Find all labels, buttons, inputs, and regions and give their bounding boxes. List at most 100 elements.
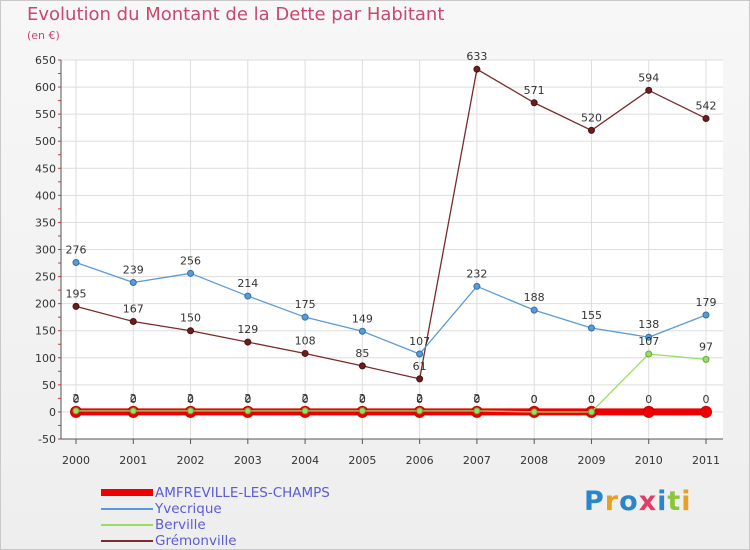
x-tick-label: 2008: [520, 454, 548, 467]
data-label: 0: [531, 393, 538, 406]
data-label: 129: [237, 323, 258, 336]
data-point: [587, 408, 595, 416]
data-point: [129, 279, 137, 287]
data-point: [187, 269, 195, 277]
data-point: [530, 408, 538, 416]
data-point: [416, 375, 424, 383]
data-label: 2: [359, 392, 366, 405]
data-label: 85: [355, 347, 369, 360]
legend-swatch: [101, 508, 153, 510]
data-point: [244, 407, 252, 415]
data-point: [358, 362, 366, 370]
data-point: [72, 407, 80, 415]
data-point: [244, 338, 252, 346]
y-tick-label: 350: [35, 216, 56, 229]
data-point: [473, 407, 481, 415]
data-point: [301, 407, 309, 415]
y-tick-label: 500: [35, 135, 56, 148]
y-tick-label: 400: [35, 189, 56, 202]
x-tick-label: 2003: [234, 454, 262, 467]
data-label: 167: [123, 303, 144, 316]
data-label: 633: [466, 50, 487, 63]
series-line: [75, 261, 707, 355]
series-line: [76, 353, 707, 413]
y-tick-label: 100: [35, 352, 56, 365]
data-label: 0: [416, 393, 423, 406]
x-tick-label: 2000: [62, 454, 90, 467]
y-tick-label: 550: [35, 108, 56, 121]
data-label: 155: [581, 309, 602, 322]
data-point: [587, 324, 595, 332]
data-point: [700, 405, 712, 418]
data-label: 571: [524, 84, 545, 97]
data-label: 138: [638, 318, 659, 331]
data-label: 239: [123, 264, 144, 277]
data-label: 2: [73, 392, 80, 405]
legend-swatch: [101, 540, 153, 542]
data-label: 276: [66, 243, 87, 256]
data-point: [473, 282, 481, 290]
x-tick-label: 2007: [463, 454, 491, 467]
data-label: 195: [66, 287, 87, 300]
data-label: 232: [466, 267, 487, 280]
chart-unit-label: (en €): [27, 29, 60, 42]
data-label: 0: [187, 393, 194, 406]
data-label: 2: [473, 392, 480, 405]
data-point: [645, 350, 653, 358]
data-label: 256: [180, 254, 201, 267]
data-label: 0: [130, 393, 137, 406]
x-tick-label: 2004: [291, 454, 319, 467]
data-point: [358, 327, 366, 335]
y-tick-label: 300: [35, 244, 56, 257]
data-label: 542: [696, 99, 717, 112]
y-tick-label: 0: [49, 406, 56, 419]
data-point: [301, 313, 309, 321]
legend-label: Yvecrique: [155, 501, 222, 517]
data-point: [702, 355, 710, 363]
data-label: 150: [180, 312, 201, 325]
data-point: [244, 292, 252, 300]
x-tick-label: 2010: [635, 454, 663, 467]
data-point: [530, 306, 538, 314]
series-gremonville: [72, 65, 710, 383]
data-label: 0: [473, 393, 480, 406]
data-label: 0: [703, 393, 710, 406]
data-label: 108: [295, 334, 316, 347]
data-label: 594: [638, 71, 659, 84]
data-point: [530, 99, 538, 107]
legend-label: Berville: [155, 517, 206, 533]
data-label: 2: [416, 392, 423, 405]
data-label: 0: [302, 393, 309, 406]
series-line: [75, 68, 707, 380]
data-label: 2: [130, 392, 137, 405]
data-point: [702, 114, 710, 122]
y-tick-label: 450: [35, 162, 56, 175]
data-point: [416, 350, 424, 358]
data-point: [129, 318, 137, 326]
x-tick-label: 2001: [119, 454, 147, 467]
data-label: 520: [581, 111, 602, 124]
data-point: [645, 333, 653, 341]
data-label: 2: [244, 392, 251, 405]
data-label: 149: [352, 312, 373, 325]
legend-swatch: [101, 524, 153, 526]
proxiti-logo: Proxiti: [584, 486, 692, 517]
data-point: [358, 407, 366, 415]
data-label: 0: [588, 393, 595, 406]
data-point: [587, 126, 595, 134]
data-label: 0: [588, 393, 595, 406]
data-label: 175: [295, 298, 316, 311]
x-tick-label: 2002: [177, 454, 205, 467]
legend-swatch: [101, 489, 153, 496]
x-tick-label: 2005: [348, 454, 376, 467]
data-label: 61: [413, 360, 427, 373]
series-yvecrique: [72, 258, 710, 358]
y-tick-label: 150: [35, 325, 56, 338]
data-point: [642, 405, 655, 418]
data-label: 107: [409, 335, 430, 348]
y-tick-label: 200: [35, 298, 56, 311]
data-point: [72, 302, 80, 310]
data-point: [301, 349, 309, 357]
data-label: 0: [359, 393, 366, 406]
